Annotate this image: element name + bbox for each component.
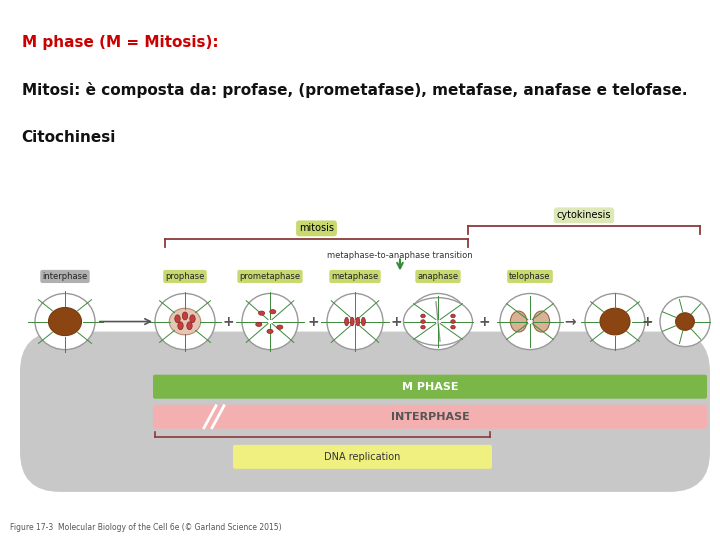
Ellipse shape <box>190 315 195 323</box>
Ellipse shape <box>35 294 95 349</box>
Ellipse shape <box>361 318 365 326</box>
Text: Mitosi: è composta da: profase, (prometafase), metafase, anafase e telofase.: Mitosi: è composta da: profase, (prometa… <box>22 82 687 98</box>
FancyBboxPatch shape <box>153 375 707 399</box>
Ellipse shape <box>451 314 455 318</box>
Ellipse shape <box>420 325 426 329</box>
Ellipse shape <box>403 298 472 346</box>
Text: La fase M: La fase M <box>312 9 408 26</box>
Ellipse shape <box>408 294 468 349</box>
Ellipse shape <box>175 315 180 323</box>
Ellipse shape <box>500 294 560 349</box>
Ellipse shape <box>242 294 298 349</box>
Ellipse shape <box>270 309 276 314</box>
Ellipse shape <box>451 325 455 329</box>
Text: +: + <box>478 315 490 328</box>
Ellipse shape <box>660 296 710 347</box>
Ellipse shape <box>533 311 549 332</box>
Text: prometaphase: prometaphase <box>240 272 300 281</box>
Ellipse shape <box>420 314 426 318</box>
Text: telophase: telophase <box>509 272 551 281</box>
Text: +: + <box>307 315 319 328</box>
Ellipse shape <box>510 311 527 332</box>
Ellipse shape <box>600 308 630 335</box>
Text: metaphase: metaphase <box>331 272 379 281</box>
Ellipse shape <box>267 329 273 334</box>
Ellipse shape <box>182 312 188 320</box>
Ellipse shape <box>48 307 81 335</box>
Text: INTERPHASE: INTERPHASE <box>391 411 469 422</box>
Ellipse shape <box>585 294 645 349</box>
Text: M phase (M = Mitosis):: M phase (M = Mitosis): <box>22 35 218 50</box>
Text: metaphase-to-anaphase transition: metaphase-to-anaphase transition <box>327 252 473 260</box>
Text: anaphase: anaphase <box>418 272 459 281</box>
Text: interphase: interphase <box>42 272 88 281</box>
Ellipse shape <box>155 294 215 349</box>
FancyBboxPatch shape <box>20 332 710 492</box>
Ellipse shape <box>675 313 694 330</box>
Text: cytokinesis: cytokinesis <box>557 211 611 220</box>
Ellipse shape <box>276 325 283 329</box>
Ellipse shape <box>169 308 201 335</box>
Text: +: + <box>642 315 653 328</box>
Ellipse shape <box>256 322 262 327</box>
Text: prophase: prophase <box>166 272 204 281</box>
FancyBboxPatch shape <box>153 404 707 429</box>
Text: mitosis: mitosis <box>299 224 334 233</box>
Text: Citochinesi: Citochinesi <box>22 130 116 145</box>
Ellipse shape <box>345 318 348 326</box>
Ellipse shape <box>327 294 383 349</box>
Ellipse shape <box>178 322 183 330</box>
Ellipse shape <box>186 322 192 330</box>
Text: Figure 17-3  Molecular Biology of the Cell 6e (© Garland Science 2015): Figure 17-3 Molecular Biology of the Cel… <box>10 523 282 532</box>
Text: DNA replication: DNA replication <box>324 452 401 462</box>
Text: →: → <box>564 315 576 328</box>
Ellipse shape <box>258 311 265 315</box>
Text: +: + <box>390 315 402 328</box>
Ellipse shape <box>451 320 455 323</box>
Text: M PHASE: M PHASE <box>402 382 458 392</box>
Ellipse shape <box>356 318 360 326</box>
Text: +: + <box>222 315 234 328</box>
FancyBboxPatch shape <box>233 445 492 469</box>
Ellipse shape <box>350 318 354 326</box>
Ellipse shape <box>420 320 426 323</box>
